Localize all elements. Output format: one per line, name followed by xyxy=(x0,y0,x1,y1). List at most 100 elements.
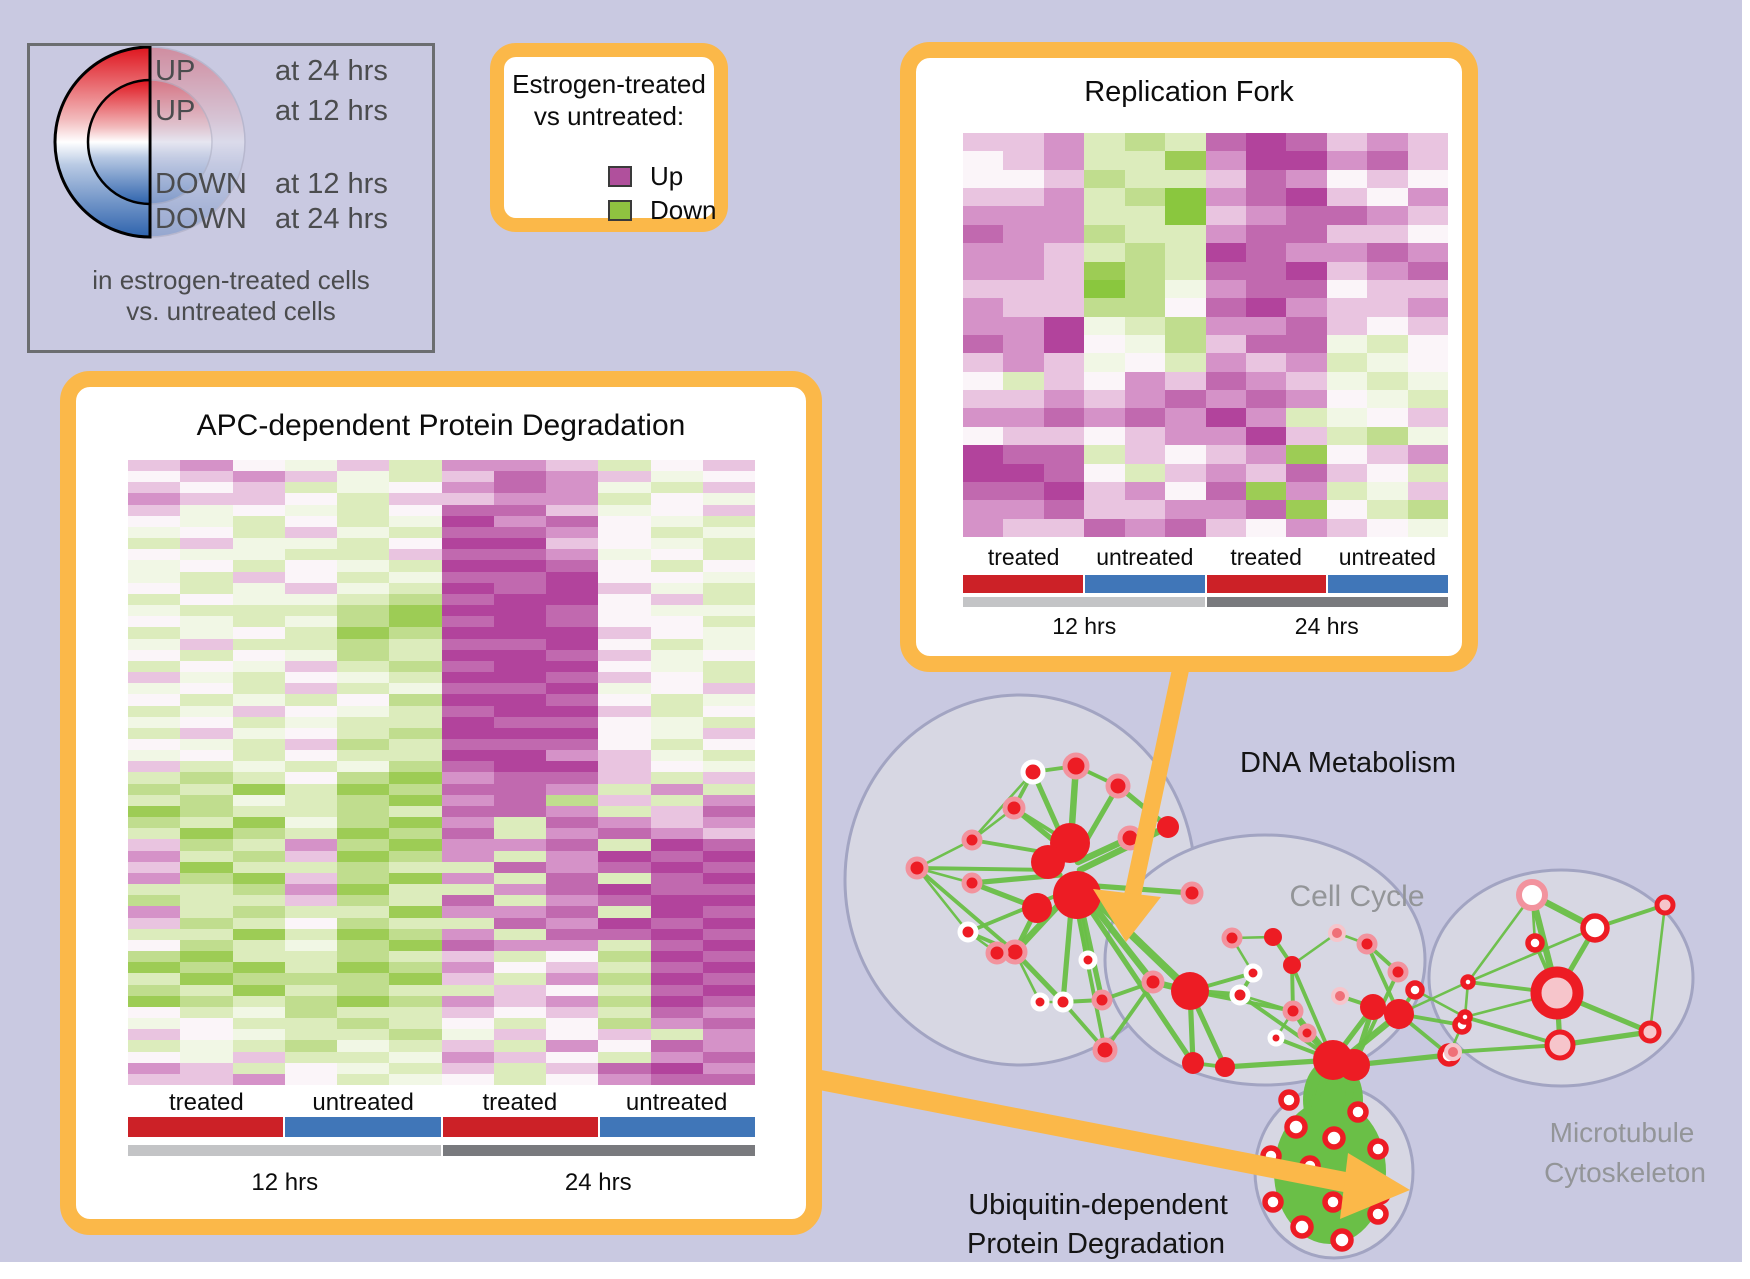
network-node xyxy=(1338,1049,1370,1081)
heatmap-cell xyxy=(493,1029,546,1041)
heatmap-cell xyxy=(1367,279,1408,299)
heatmap-cell xyxy=(1124,371,1166,391)
inner-circle-right-faded xyxy=(149,79,213,205)
heatmap-cell xyxy=(1084,408,1125,427)
heatmap-cell xyxy=(1326,353,1368,372)
group-label: untreated xyxy=(625,1089,728,1116)
heatmap-cell xyxy=(284,984,337,996)
heatmap-cell xyxy=(546,672,599,684)
heatmap-cell xyxy=(702,526,755,539)
heatmap-cell xyxy=(546,482,599,494)
heatmap-cell xyxy=(1205,316,1246,335)
heatmap-cell xyxy=(180,504,233,516)
heatmap-cell xyxy=(493,739,546,751)
heatmap-cell xyxy=(1326,500,1368,519)
heatmap-cell xyxy=(702,493,755,505)
heatmap-cell xyxy=(232,939,285,952)
heatmap-cell xyxy=(232,1029,285,1041)
heatmap-cell xyxy=(128,649,181,661)
heatmap-cell xyxy=(128,817,181,829)
heatmap-cell xyxy=(963,408,1004,427)
heatmap-cell xyxy=(1043,463,1085,482)
heatmap-cell xyxy=(1003,206,1044,225)
heatmap-cell xyxy=(284,962,337,974)
heatmap-cell xyxy=(493,571,546,583)
heatmap-cell xyxy=(963,151,1004,170)
heatmap-cell xyxy=(232,660,285,673)
heatmap-cell xyxy=(389,549,442,561)
network-node xyxy=(1243,963,1263,983)
heatmap-cell xyxy=(337,906,390,918)
heatmap-cell xyxy=(337,1018,390,1030)
heatmap-cell xyxy=(389,493,442,505)
direction-label: DOWN xyxy=(155,168,247,200)
heatmap-cell xyxy=(284,1062,337,1074)
heatmap-cell xyxy=(128,727,181,740)
heatmap-cell xyxy=(546,984,599,996)
heatmap-cell xyxy=(284,582,337,594)
heatmap-cell xyxy=(702,739,755,751)
heatmap-cell xyxy=(1003,518,1044,537)
heatmap-cell xyxy=(441,672,494,684)
heatmap-cell xyxy=(337,504,390,516)
group-label: treated xyxy=(987,544,1060,570)
heatmap-cell xyxy=(1326,390,1368,409)
heatmap-cell xyxy=(1124,316,1166,335)
heatmap-cell xyxy=(128,850,181,862)
heatmap-cell xyxy=(546,627,599,639)
heatmap-cell xyxy=(598,605,651,617)
heatmap-cell xyxy=(1003,408,1044,427)
heatmap-cell xyxy=(1205,481,1246,501)
network-node xyxy=(1444,1043,1462,1061)
network-node xyxy=(1457,1009,1473,1025)
heatmap-cell xyxy=(232,750,285,762)
network-node xyxy=(1284,1115,1308,1139)
heatmap-cell xyxy=(180,694,233,706)
heatmap-cell xyxy=(337,772,390,784)
heatmap-cell xyxy=(650,850,703,862)
heatmap-cell xyxy=(128,761,181,773)
heatmap-cell xyxy=(284,538,337,550)
heatmap-cell xyxy=(650,951,703,963)
heatmap-cell xyxy=(284,727,337,740)
heatmap-cell xyxy=(128,582,181,594)
heatmap-cell xyxy=(650,560,703,572)
heatmap-cell xyxy=(1003,279,1044,299)
network-node xyxy=(1654,894,1676,916)
heatmap-cell xyxy=(337,482,390,494)
heatmap-cell xyxy=(702,995,755,1007)
heatmap-cell xyxy=(1124,151,1166,170)
heatmap-cell xyxy=(441,683,494,695)
heatmap-cell xyxy=(441,571,494,583)
heatmap-cell xyxy=(1124,426,1166,446)
heatmap-cell xyxy=(493,906,546,918)
heatmap-cell xyxy=(1286,298,1327,317)
heatmap-cell xyxy=(180,772,233,784)
group-label: treated xyxy=(482,1089,558,1116)
heatmap-cell xyxy=(493,884,546,896)
heatmap-cell xyxy=(702,828,755,840)
direction-label: UP xyxy=(155,55,196,87)
heatmap-cell xyxy=(441,872,494,885)
heatmap-cell xyxy=(284,973,337,985)
heatmap-cell xyxy=(650,1062,703,1074)
heatmap-cell xyxy=(702,549,755,561)
heatmap-cell xyxy=(493,526,546,539)
heatmap-cell xyxy=(546,839,599,851)
heatmap-cell xyxy=(1367,224,1408,244)
network-edge xyxy=(915,866,1017,954)
heatmap-cell xyxy=(180,895,233,907)
heatmap-cell xyxy=(1286,371,1327,391)
heatmap-cell xyxy=(1124,206,1166,225)
heatmap-cell xyxy=(1003,243,1044,262)
heatmap-cell xyxy=(1003,298,1044,317)
heatmap-cell xyxy=(1286,390,1327,409)
network-node xyxy=(1367,1203,1389,1225)
heatmap-cell xyxy=(546,906,599,918)
network-edge xyxy=(915,866,970,934)
heatmap-cell xyxy=(284,928,337,940)
heatmap-cell xyxy=(337,694,390,706)
heatmap-cell xyxy=(1124,518,1166,537)
arrow-replication-to-dna-shaft xyxy=(1123,656,1192,900)
